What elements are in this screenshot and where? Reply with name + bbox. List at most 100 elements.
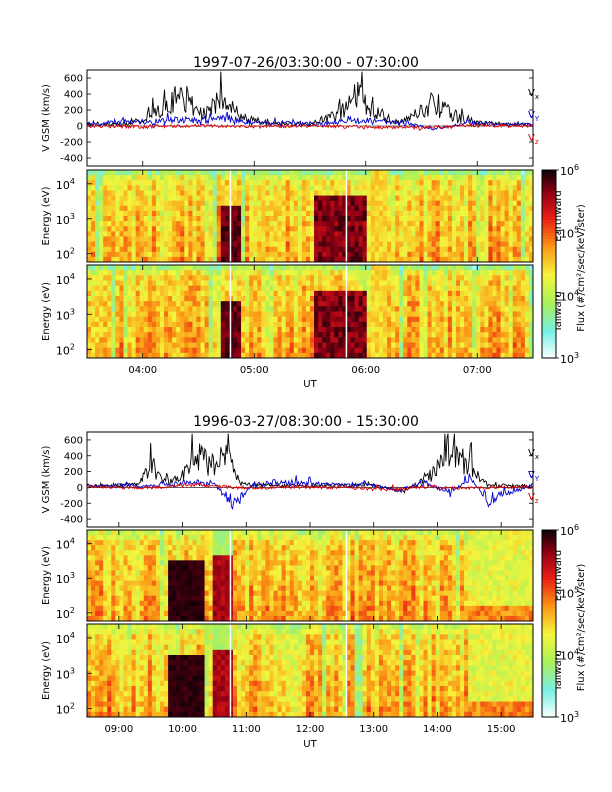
spectrogram-cell: [273, 540, 278, 546]
spectrogram-cell: [273, 347, 278, 354]
spectrogram-cell: [403, 342, 408, 349]
spectrogram-cell: [107, 185, 112, 191]
spectrogram-cell: [455, 170, 461, 176]
spectrogram-cell: [269, 580, 274, 587]
spectrogram-cell: [273, 270, 278, 276]
spectrogram-cell: [354, 236, 360, 242]
spectrogram-cell: [443, 275, 449, 281]
spectrogram-cell: [455, 311, 461, 318]
spectrogram-cell: [314, 256, 319, 263]
spectrogram-cell: [411, 251, 416, 258]
spectrogram-cell: [253, 585, 258, 592]
spectrogram-cell: [484, 332, 489, 338]
spectrogram-cell: [99, 170, 104, 176]
spectrogram-cell: [164, 216, 169, 222]
spectrogram-cell: [455, 251, 461, 258]
spectrogram-cell: [464, 185, 469, 191]
spectrogram-cell: [168, 231, 173, 237]
spectrogram-cell: [305, 301, 311, 307]
spectrogram-cell: [135, 251, 141, 258]
spectrogram-cell: [115, 595, 120, 602]
spectrogram-cell: [285, 256, 291, 263]
spectrogram-cell: [387, 195, 392, 202]
spectrogram-cell: [257, 352, 262, 359]
spectrogram-cell: [180, 251, 185, 258]
spectrogram-cell: [216, 605, 222, 612]
spectrogram-cell: [176, 236, 181, 242]
spectrogram-cell: [277, 575, 283, 581]
spectrogram-cell: [164, 605, 169, 612]
spectrogram-cell: [378, 180, 384, 186]
spectrogram-cell: [480, 275, 485, 281]
spectrogram-cell: [261, 342, 266, 349]
spectrogram-cell: [119, 316, 124, 323]
spectrogram-cell: [310, 205, 315, 212]
spectrogram-cell: [143, 605, 149, 612]
spectrogram-cell: [362, 190, 368, 196]
spectrogram-cell: [350, 251, 355, 258]
spectrogram-cell: [362, 216, 368, 222]
spectrogram-cell: [103, 221, 108, 227]
spectrogram-cell: [220, 555, 226, 561]
spectrogram-cell: [176, 610, 181, 617]
spectrogram-cell: [468, 200, 473, 207]
spectrogram-cell: [192, 585, 197, 592]
spectrogram-cell: [415, 316, 420, 323]
spectrogram-cell: [314, 221, 319, 227]
spectrogram-cell: [196, 296, 201, 302]
spectrogram-cell: [249, 296, 254, 302]
spectrogram-cell: [245, 337, 250, 343]
spectrogram-cell: [196, 610, 201, 617]
spectrogram-cell: [520, 236, 526, 242]
spectrogram-cell: [354, 347, 360, 354]
spectrogram-cell: [326, 200, 331, 207]
spectrogram-cell: [155, 560, 161, 566]
spectrogram-cell: [488, 265, 493, 271]
spectrogram-cell: [253, 216, 258, 222]
spectrogram-cell: [180, 600, 185, 607]
spectrogram-cell: [249, 321, 254, 328]
spectrogram-cell: [135, 200, 141, 207]
spectrogram-cell: [151, 347, 157, 354]
spectrogram-cell: [123, 226, 128, 232]
spectrogram-cell: [245, 585, 250, 592]
colorbar-step: [542, 217, 556, 221]
spectrogram-cell: [342, 226, 347, 232]
spectrogram-cell: [366, 342, 372, 349]
spectrogram-cell: [301, 301, 307, 307]
spectrogram-cell: [103, 342, 108, 349]
spectrogram-cell: [391, 352, 396, 359]
spectrogram-cell: [168, 565, 173, 571]
spectrogram-cell: [95, 231, 100, 237]
spectrogram-cell: [131, 570, 137, 576]
spectrogram-cell: [111, 236, 116, 242]
spectrogram-cell: [208, 615, 214, 622]
spectrogram-cell: [245, 590, 250, 597]
spectrogram-cell: [492, 301, 497, 307]
spectrogram-cell: [127, 540, 132, 546]
spectrogram-cell: [277, 545, 283, 551]
spectrogram-cell: [159, 236, 165, 242]
spectrogram-cell: [508, 251, 514, 258]
spectrogram-cell: [111, 231, 116, 237]
spectrogram-cell: [297, 221, 303, 227]
spectrogram-cell: [322, 301, 327, 307]
spectrogram-cell: [451, 301, 457, 307]
spectrogram-cell: [265, 251, 270, 258]
spectrogram-cell: [512, 352, 518, 359]
spectrogram-cell: [143, 200, 149, 207]
spectrogram-cell: [196, 580, 201, 587]
spectrogram-cell: [512, 251, 518, 258]
spectrogram-cell: [500, 205, 506, 212]
spectrogram-cell: [91, 275, 96, 281]
spectrogram-cell: [184, 236, 189, 242]
spectrogram-cell: [423, 347, 428, 354]
spectrogram-cell: [99, 195, 104, 202]
spectrogram-cell: [220, 190, 226, 196]
spectrogram-cell: [488, 236, 493, 242]
spectrogram-cell: [261, 205, 266, 212]
spectrogram-cell: [87, 236, 92, 242]
spectrogram-cell: [480, 290, 485, 297]
spectrogram-cell: [208, 530, 214, 536]
spectrogram-cell: [281, 285, 287, 292]
